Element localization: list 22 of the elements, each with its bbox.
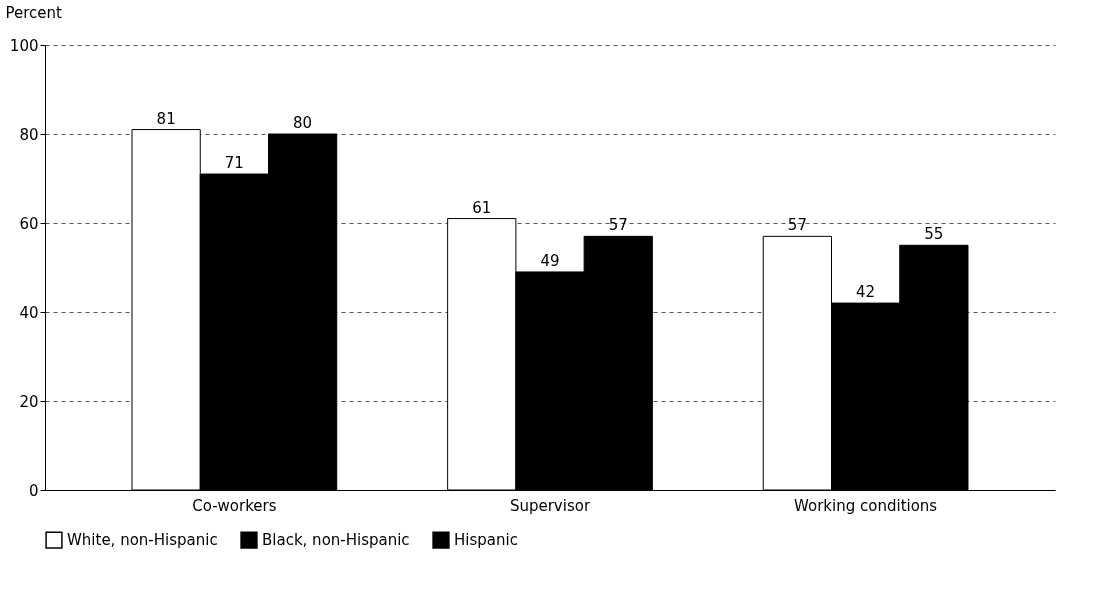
y-axis-title: Percent [5, 3, 63, 22]
data-label: 81 [156, 109, 176, 128]
legend-label: Black, non-Hispanic [262, 531, 410, 550]
data-label: 55 [924, 225, 944, 244]
y-tick-label: 100 [9, 36, 39, 55]
data-label: 57 [608, 216, 628, 235]
x-tick-label: Supervisor [509, 496, 591, 515]
data-label: 80 [293, 114, 313, 132]
data-label: 61 [472, 198, 492, 217]
legend-label: White, non-Hispanic [67, 531, 218, 550]
data-label: 42 [856, 283, 876, 302]
y-tick-label: 20 [19, 392, 39, 411]
legend-label: Hispanic [454, 531, 518, 550]
data-label: 71 [224, 154, 244, 173]
x-tick-label: Co-workers [192, 496, 277, 515]
data-label: 49 [540, 251, 560, 270]
y-tick-label: 60 [19, 214, 39, 233]
x-tick-label: Working conditions [794, 496, 938, 515]
data-label: 57 [787, 216, 807, 235]
y-tick-label: 0 [28, 481, 39, 500]
y-tick-label: 80 [19, 125, 39, 144]
y-tick-label: 40 [19, 303, 39, 322]
